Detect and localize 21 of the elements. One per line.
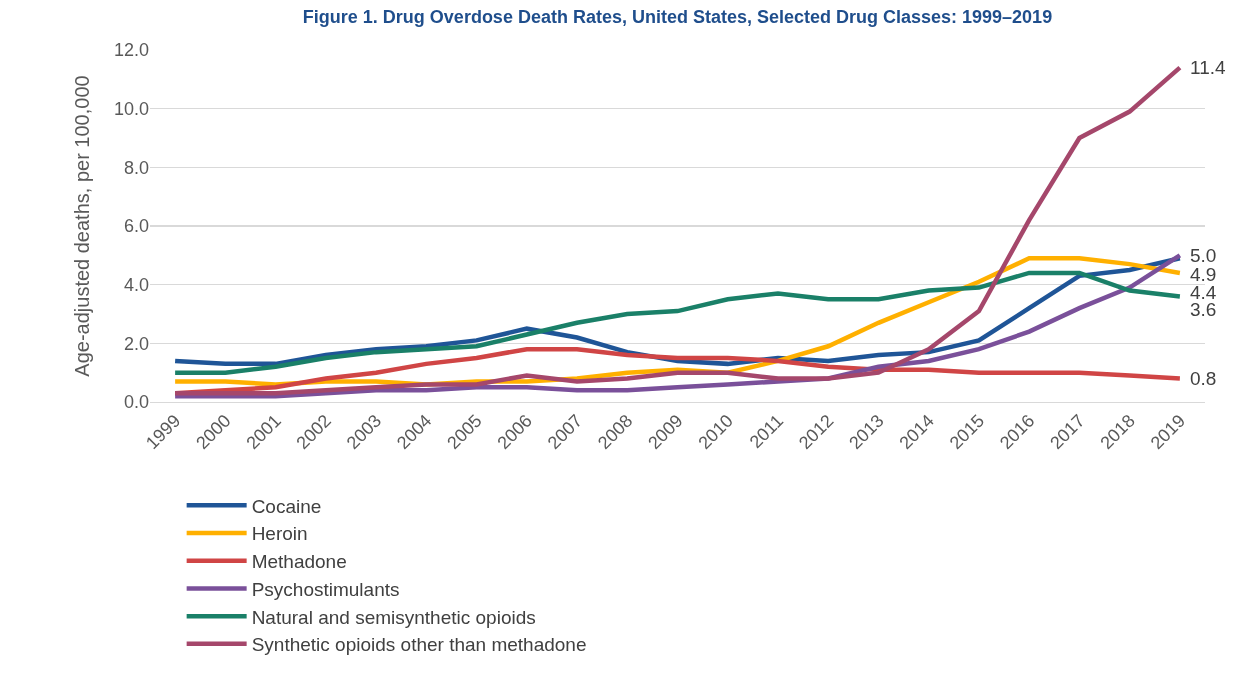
line-series	[172, 65, 1183, 396]
data-label: 11.4	[1190, 57, 1226, 78]
y-tick-label: 10.0	[113, 98, 149, 119]
y-tick-label: 2.0	[123, 333, 149, 354]
y-tick-label: 0.0	[123, 392, 149, 413]
line-series	[172, 270, 1183, 375]
y-tick-label: 8.0	[123, 157, 149, 178]
y-tick-label: 12.0	[113, 40, 149, 61]
legend-label: Psychostimulants	[251, 578, 400, 600]
y-tick-label: 4.0	[123, 274, 149, 295]
y-tick-label: 6.0	[123, 216, 149, 237]
chart-title: Figure 1. Drug Overdose Death Rates, United States, Selected Drug Classes: 1999–2019	[302, 6, 1053, 27]
data-label: 4.9	[1190, 264, 1217, 285]
data-label: 0.8	[1190, 368, 1217, 389]
legend-label: Heroin	[251, 523, 308, 545]
legend-label: Methadone	[251, 551, 347, 573]
legend-label: Natural and semisynthetic opioids	[251, 606, 536, 628]
legend-label: Cocaine	[251, 495, 322, 517]
data-label: 5.0	[1190, 245, 1217, 266]
legend-label: Synthetic opioids other than methadone	[251, 634, 587, 656]
y-axis-title: Age-adjusted deaths, per 100,000	[71, 75, 94, 377]
